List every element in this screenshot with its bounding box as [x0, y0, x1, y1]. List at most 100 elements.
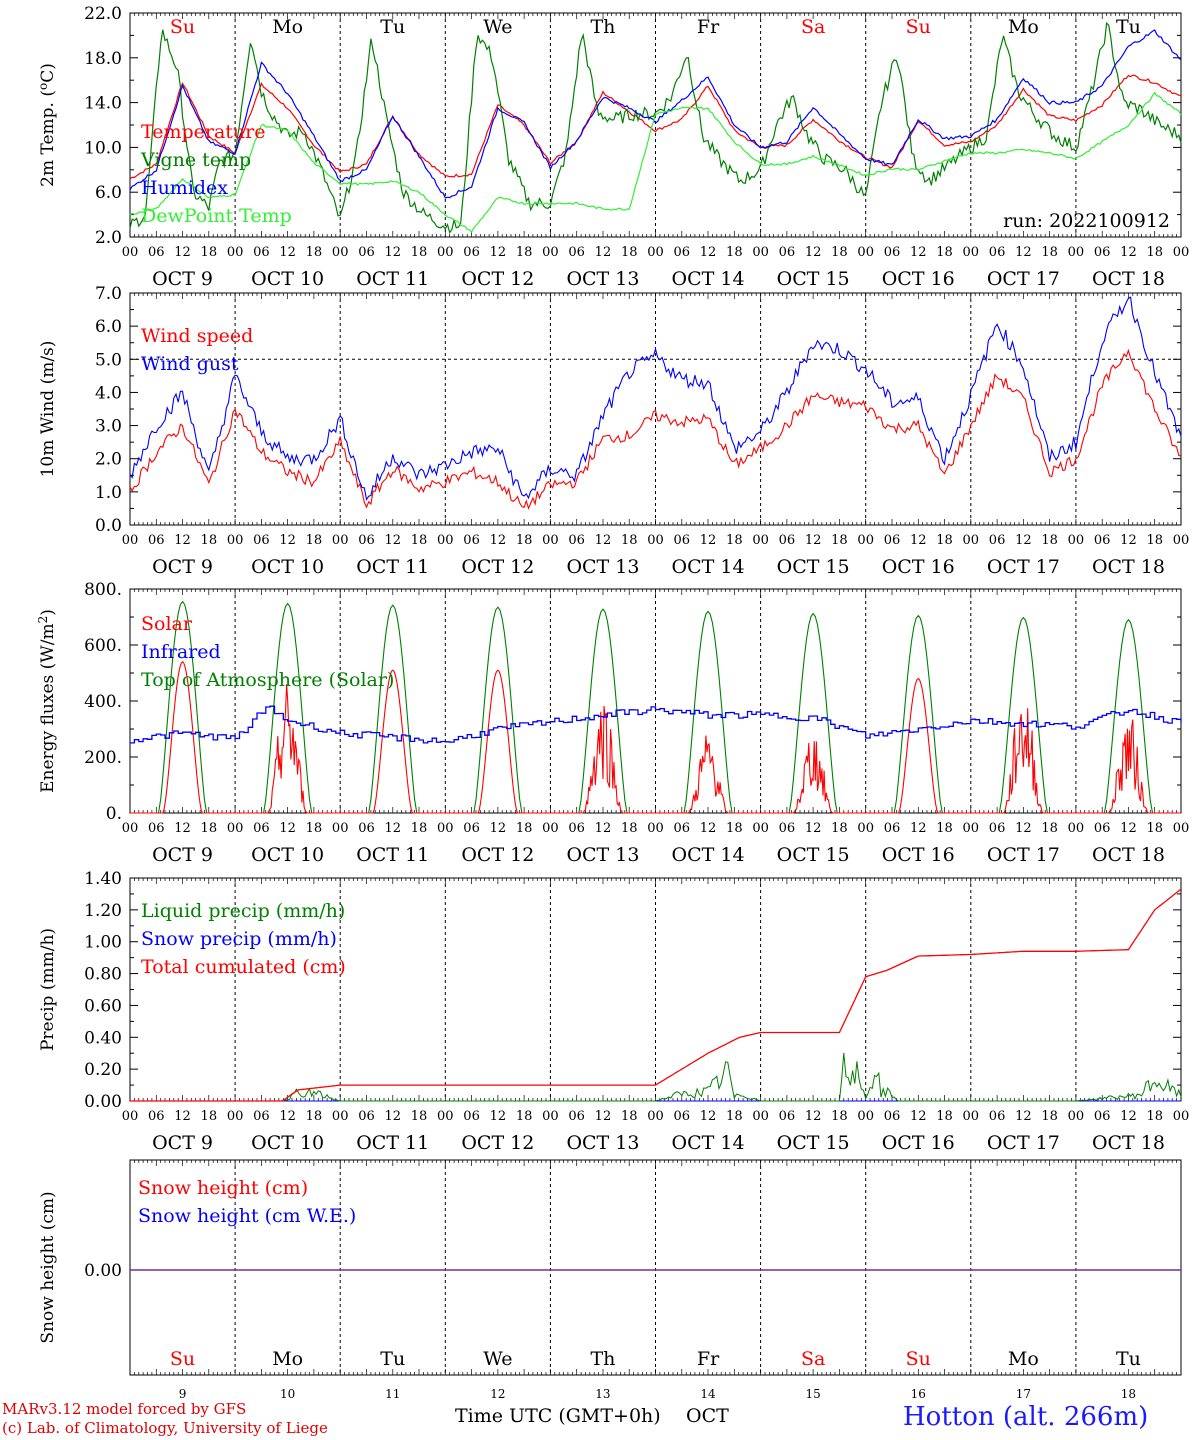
x-hour-label: 06 — [148, 821, 165, 836]
x-hour-label: 06 — [884, 1109, 901, 1124]
x-hour-label: 18 — [201, 821, 218, 836]
series-solar — [130, 661, 1181, 814]
day-number-label: 12 — [490, 1387, 505, 1401]
x-hour-label: 12 — [1120, 1109, 1137, 1124]
x-date-label: OCT 17 — [987, 1132, 1060, 1154]
station-name: Hotton (alt. 266m) — [903, 1402, 1149, 1432]
x-hour-label: 12 — [1015, 245, 1032, 260]
x-hour-label: 18 — [621, 821, 638, 836]
y-tick-label: 6.0 — [95, 317, 122, 337]
y-axis-label: 2m Temp. (oC) — [36, 63, 58, 187]
weekday-label-top: We — [483, 16, 512, 38]
x-hour-label: 00 — [122, 533, 139, 548]
x-hour-label: 06 — [568, 1109, 585, 1124]
x-hour-label: 00 — [332, 821, 349, 836]
weekday-label-top: Mo — [272, 16, 303, 38]
y-tick-label: 22.0 — [84, 4, 122, 24]
series-total-cumulated — [130, 888, 1182, 1102]
x-hour-label: 12 — [490, 245, 507, 260]
x-date-label: OCT 15 — [777, 844, 850, 866]
weekday-label-bottom: Fr — [697, 1348, 720, 1370]
y-tick-label: 800. — [84, 580, 122, 600]
x-hour-label: 06 — [358, 1109, 375, 1124]
x-hour-label: 06 — [1094, 245, 1111, 260]
x-date-label: OCT 9 — [152, 1132, 213, 1154]
x-hour-label: 12 — [1120, 245, 1137, 260]
series-dewpoint-temp — [129, 91, 1182, 233]
x-hour-label: 06 — [253, 1109, 270, 1124]
x-date-label: OCT 16 — [882, 1132, 955, 1154]
x-hour-label: 18 — [831, 533, 848, 548]
x-hour-label: 12 — [1015, 1109, 1032, 1124]
x-hour-label: 18 — [936, 1109, 953, 1124]
day-number-label: 10 — [280, 1387, 295, 1401]
x-date-label: OCT 13 — [566, 268, 639, 290]
x-hour-label: 06 — [148, 245, 165, 260]
panel-precip: Precip (mm/h) 0.00 0.20 0.40 0.60 0.80 1.00 1.2… — [38, 869, 1189, 1154]
x-hour-label: 12 — [595, 245, 612, 260]
x-ticks — [129, 1160, 1182, 1375]
x-hour-label: 00 — [437, 821, 454, 836]
series-vigne-temp — [129, 21, 1182, 234]
x-hour-label: 06 — [674, 1109, 691, 1124]
x-hour-label: 12 — [174, 245, 191, 260]
x-hour-label: 06 — [148, 533, 165, 548]
legend-temperature: Temperature — [141, 121, 265, 143]
series-wind-gust — [129, 296, 1182, 501]
x-hour-label: 18 — [306, 245, 323, 260]
x-date-label: OCT 10 — [251, 844, 324, 866]
x-hour-label: 12 — [490, 821, 507, 836]
y-axis-label: 10m Wind (m/s) — [38, 341, 58, 478]
x-hour-label: 00 — [122, 245, 139, 260]
x-hour-label: 06 — [989, 821, 1006, 836]
x-hour-label: 06 — [148, 1109, 165, 1124]
x-hour-label: 18 — [726, 533, 743, 548]
x-hour-label: 12 — [384, 821, 401, 836]
x-hour-label: 00 — [227, 533, 244, 548]
x-hour-label: 06 — [358, 821, 375, 836]
weekday-label-bottom: We — [483, 1348, 512, 1370]
x-hour-label: 00 — [963, 1109, 980, 1124]
x-hour-label: 12 — [490, 533, 507, 548]
x-date-label: OCT 15 — [777, 268, 850, 290]
x-hour-label: 18 — [201, 1109, 218, 1124]
x-hour-label: 12 — [490, 1109, 507, 1124]
y-tick-label: 1.00 — [84, 933, 122, 953]
x-hour-label: 18 — [1146, 533, 1163, 548]
x-hour-label: 12 — [1015, 821, 1032, 836]
x-hour-label: 12 — [384, 1109, 401, 1124]
x-hour-label: 12 — [910, 533, 927, 548]
x-hour-label: 18 — [726, 1109, 743, 1124]
x-hour-label: 06 — [779, 821, 796, 836]
x-date-label: OCT 10 — [251, 1132, 324, 1154]
x-hour-label: 18 — [1146, 821, 1163, 836]
x-hour-label: 18 — [411, 533, 428, 548]
x-hour-label: 12 — [700, 821, 717, 836]
weekday-label-bottom: Th — [590, 1348, 615, 1370]
x-hour-label: 06 — [884, 245, 901, 260]
legend-top-of-atmosphere-solar-: Top of Atmosphere (Solar) — [141, 669, 394, 691]
x-hour-label: 06 — [779, 1109, 796, 1124]
weekday-label-top: Su — [170, 16, 195, 38]
x-date-label: OCT 18 — [1092, 268, 1165, 290]
legend-wind-speed: Wind speed — [141, 325, 253, 347]
x-hour-label: 18 — [726, 245, 743, 260]
x-hour-label: 00 — [963, 245, 980, 260]
x-hour-label: 00 — [857, 1109, 874, 1124]
x-hour-label: 12 — [805, 821, 822, 836]
x-date-label: OCT 11 — [356, 1132, 429, 1154]
y-tick-label: 14.0 — [84, 94, 122, 114]
y-tick-label: 0.40 — [84, 1028, 122, 1048]
legend-snow-height-cm-w-e-: Snow height (cm W.E.) — [138, 1205, 356, 1227]
x-hour-label: 12 — [595, 533, 612, 548]
x-hour-label: 12 — [279, 821, 296, 836]
x-hour-label: 00 — [647, 245, 664, 260]
y-tick-label: 1.20 — [84, 901, 122, 921]
x-hour-label: 12 — [700, 533, 717, 548]
weekday-label-top: Tu — [380, 16, 405, 38]
x-hour-label: 12 — [279, 245, 296, 260]
x-hour-label: 12 — [174, 1109, 191, 1124]
x-hour-label: 06 — [1094, 533, 1111, 548]
x-hour-label: 18 — [1146, 1109, 1163, 1124]
x-hour-label: 00 — [227, 1109, 244, 1124]
